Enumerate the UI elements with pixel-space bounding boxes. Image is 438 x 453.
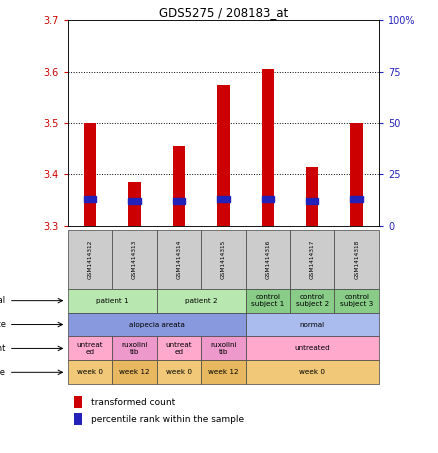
Bar bbox=[112, 361, 157, 384]
Text: individual: individual bbox=[0, 296, 6, 305]
Bar bbox=[128, 182, 141, 226]
Text: GSM1414315: GSM1414315 bbox=[221, 240, 226, 279]
Bar bbox=[201, 337, 246, 361]
Bar bbox=[350, 196, 363, 202]
Bar bbox=[217, 196, 230, 202]
Bar bbox=[261, 196, 274, 202]
Text: transformed count: transformed count bbox=[91, 398, 175, 407]
Text: GSM1414313: GSM1414313 bbox=[132, 240, 137, 279]
Title: GDS5275 / 208183_at: GDS5275 / 208183_at bbox=[159, 6, 288, 19]
Bar bbox=[68, 361, 112, 384]
Bar bbox=[290, 289, 335, 313]
Bar bbox=[261, 69, 274, 226]
Text: disease state: disease state bbox=[0, 320, 6, 329]
Bar bbox=[306, 167, 318, 226]
Bar bbox=[201, 361, 246, 384]
Bar bbox=[128, 198, 141, 204]
Bar bbox=[350, 123, 363, 226]
Text: time: time bbox=[0, 368, 6, 377]
Text: untreat
ed: untreat ed bbox=[77, 342, 103, 355]
Text: normal: normal bbox=[300, 322, 325, 328]
Bar bbox=[290, 230, 335, 289]
Bar bbox=[68, 313, 246, 337]
Bar bbox=[157, 289, 246, 313]
Bar bbox=[84, 123, 96, 226]
Bar bbox=[173, 146, 185, 226]
Bar bbox=[217, 85, 230, 226]
Text: agent: agent bbox=[0, 344, 6, 353]
Bar bbox=[246, 230, 290, 289]
Bar bbox=[335, 289, 379, 313]
Text: GSM1414314: GSM1414314 bbox=[177, 240, 181, 279]
Bar bbox=[157, 361, 201, 384]
Text: untreated: untreated bbox=[294, 346, 330, 352]
Bar bbox=[246, 289, 290, 313]
Bar bbox=[335, 230, 379, 289]
Text: patient 1: patient 1 bbox=[96, 298, 129, 304]
Text: percentile rank within the sample: percentile rank within the sample bbox=[91, 415, 244, 424]
Text: untreat
ed: untreat ed bbox=[166, 342, 192, 355]
Text: week 0: week 0 bbox=[166, 369, 192, 376]
Text: week 0: week 0 bbox=[77, 369, 103, 376]
Bar bbox=[246, 361, 379, 384]
Text: GSM1414312: GSM1414312 bbox=[88, 240, 92, 279]
Bar bbox=[306, 198, 318, 204]
Text: week 0: week 0 bbox=[299, 369, 325, 376]
Bar bbox=[68, 230, 112, 289]
Text: control
subject 2: control subject 2 bbox=[296, 294, 329, 307]
Text: control
subject 3: control subject 3 bbox=[340, 294, 373, 307]
Text: alopecia areata: alopecia areata bbox=[129, 322, 185, 328]
Text: week 12: week 12 bbox=[119, 369, 150, 376]
Bar bbox=[112, 230, 157, 289]
Bar bbox=[68, 289, 157, 313]
Text: ruxolini
tib: ruxolini tib bbox=[121, 342, 148, 355]
Bar bbox=[74, 414, 81, 425]
Text: ruxolini
tib: ruxolini tib bbox=[210, 342, 237, 355]
Bar bbox=[157, 230, 201, 289]
Text: GSM1414318: GSM1414318 bbox=[354, 240, 359, 279]
Bar bbox=[173, 198, 185, 204]
Bar bbox=[246, 337, 379, 361]
Bar bbox=[74, 396, 81, 408]
Bar bbox=[157, 337, 201, 361]
Bar bbox=[246, 313, 379, 337]
Bar bbox=[84, 196, 96, 202]
Text: GSM1414317: GSM1414317 bbox=[310, 240, 315, 279]
Text: control
subject 1: control subject 1 bbox=[251, 294, 284, 307]
Text: GSM1414316: GSM1414316 bbox=[265, 240, 270, 279]
Text: week 12: week 12 bbox=[208, 369, 239, 376]
Text: patient 2: patient 2 bbox=[185, 298, 218, 304]
Bar bbox=[112, 337, 157, 361]
Bar bbox=[201, 230, 246, 289]
Bar bbox=[68, 337, 112, 361]
